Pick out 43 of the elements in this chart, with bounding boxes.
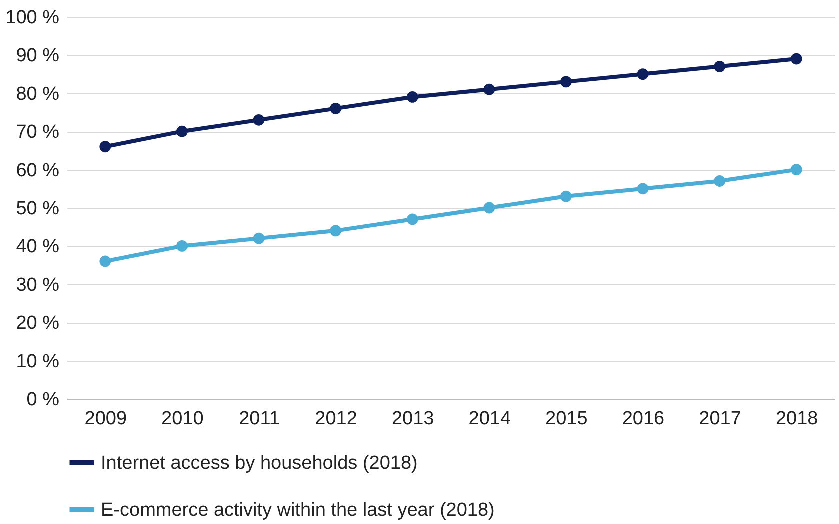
point [790,53,802,65]
x-tick-label: 2014 [468,408,512,430]
legend-label: Internet access by households (2018) [101,453,418,474]
y-tick-label: 100 % [6,8,60,28]
point [714,176,726,187]
x-tick-label: 2009 [84,408,128,430]
point [176,126,188,138]
x-tick-label: 2016 [622,408,665,430]
point [637,68,649,80]
point [253,232,265,244]
x-tick-label: 2018 [776,408,818,430]
point [484,84,496,96]
y-tick-label: 10 % [16,351,60,372]
point [406,214,418,226]
point [714,60,726,72]
y-tick-label: 80 % [16,84,60,105]
point [790,164,802,176]
y-tick-label: 30 % [16,274,60,296]
point [100,141,112,153]
point [253,114,265,126]
y-tick-label: 90 % [16,46,60,67]
y-tick-label: 0 % [26,390,60,410]
x-tick-label: 2010 [162,408,204,430]
x-tick-label: 2012 [315,408,358,430]
y-tick-label: 50 % [16,198,60,220]
x-tick-label: 2017 [699,408,742,430]
point [560,190,572,202]
point [100,256,112,268]
legend-label: E-commerce activity within the last year (2018) [101,500,495,521]
x-tick-label: 2013 [392,408,434,430]
x-tick-label: 2015 [546,408,588,430]
point [330,225,342,237]
y-tick-label: 70 % [16,122,60,144]
point [330,102,342,114]
point [560,76,572,88]
point [637,183,649,195]
x-tick-label: 2011 [239,408,280,430]
y-tick-label: 60 % [16,160,60,182]
y-tick-label: 20 % [16,313,60,334]
point [176,240,188,252]
point [484,202,496,214]
y-tick-label: 40 % [16,236,60,258]
point [406,92,418,103]
